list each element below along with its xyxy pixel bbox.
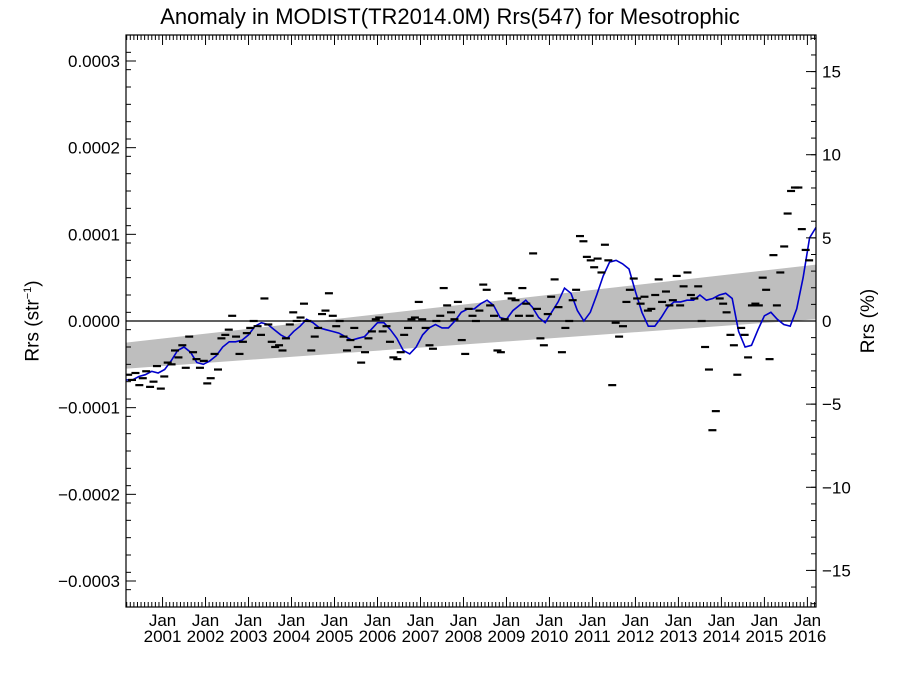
x-tick-label-year: 2016 [788, 627, 826, 646]
x-tick-label-year: 2015 [745, 627, 783, 646]
chart-title: Anomaly in MODIST(TR2014.0M) Rrs(547) fo… [160, 4, 740, 29]
x-tick-label-month: Jan [450, 611, 477, 630]
y-left-tick-label: −0.0002 [58, 485, 120, 504]
x-tick-label-month: Jan [665, 611, 692, 630]
x-tick-label-year: 2007 [402, 627, 440, 646]
x-tick-label-month: Jan [235, 611, 262, 630]
x-tick-label-month: Jan [149, 611, 176, 630]
y-left-tick-label: −0.0003 [58, 572, 120, 591]
x-tick-label-month: Jan [708, 611, 735, 630]
x-tick-label-month: Jan [493, 611, 520, 630]
x-tick-label-month: Jan [751, 611, 778, 630]
x-tick-label-year: 2013 [660, 627, 698, 646]
y-right-tick-label: 5 [822, 229, 831, 248]
x-tick-label-month: Jan [536, 611, 563, 630]
y-right-tick-label: 15 [822, 63, 841, 82]
x-tick-label-year: 2004 [273, 627, 311, 646]
x-tick-label-year: 2009 [488, 627, 526, 646]
x-tick-label-month: Jan [192, 611, 219, 630]
y-right-tick-label: −10 [822, 478, 851, 497]
x-tick-label-year: 2006 [359, 627, 397, 646]
x-tick-label-month: Jan [622, 611, 649, 630]
x-tick-label-year: 2014 [703, 627, 741, 646]
x-tick-label-year: 2011 [574, 627, 611, 646]
x-tick-label-year: 2010 [531, 627, 569, 646]
x-tick-label-month: Jan [579, 611, 606, 630]
x-tick-label-month: Jan [407, 611, 434, 630]
x-tick-label-month: Jan [321, 611, 348, 630]
x-tick-label-year: 2008 [445, 627, 483, 646]
data-points-layer [126, 186, 814, 432]
y-left-tick-label: 0.0003 [68, 52, 120, 71]
x-tick-label-year: 2003 [230, 627, 268, 646]
y-left-tick-label: 0.0001 [68, 225, 120, 244]
x-tick-label-year: 2002 [187, 627, 225, 646]
x-tick-label-month: Jan [364, 611, 391, 630]
y-right-tick-label: −5 [822, 395, 841, 414]
y-left-tick-label: 0.0002 [68, 139, 120, 158]
y-left-tick-label: 0.0000 [68, 312, 120, 331]
x-tick-label-month: Jan [794, 611, 821, 630]
y-right-tick-label: 10 [822, 146, 841, 165]
x-tick-label-year: 2005 [316, 627, 354, 646]
y-left-tick-label: −0.0001 [58, 399, 120, 418]
axes-layer: −0.0003 −0.0002 −0.0001 0.0000 0.0001 0.0002 0… [58, 34, 851, 646]
x-tick-label-year: 2012 [617, 627, 655, 646]
y-right-tick-label: 0 [822, 312, 831, 331]
x-tick-label-year: 2001 [144, 627, 182, 646]
x-tick-label-month: Jan [278, 611, 305, 630]
y-right-tick-label: −15 [822, 561, 851, 580]
